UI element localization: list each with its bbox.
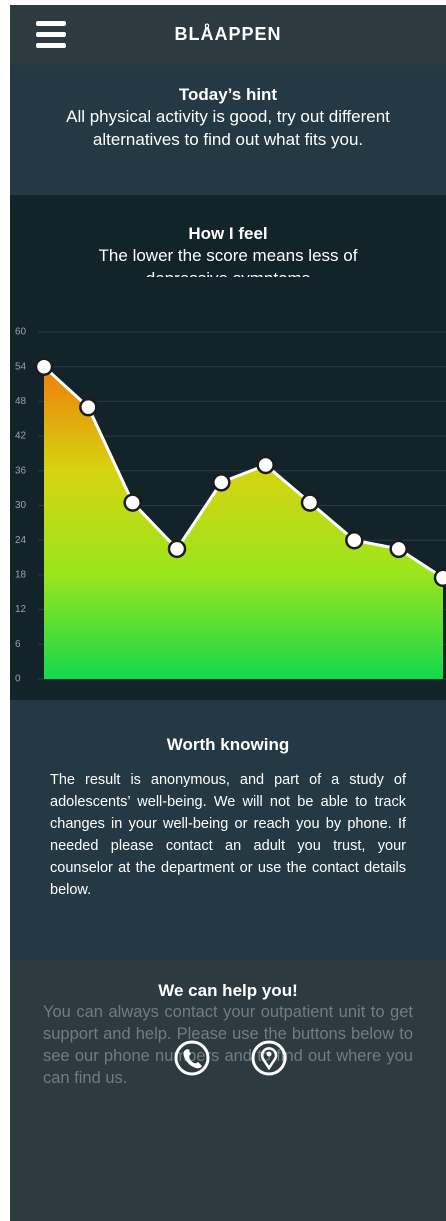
hint-text: All physical activity is good, try out d… bbox=[66, 107, 390, 149]
y-tick-label: 24 bbox=[15, 535, 27, 546]
help-text: You can always contact your outpatient u… bbox=[43, 1003, 413, 1087]
y-tick-label: 6 bbox=[15, 639, 21, 650]
line bbox=[42, 365, 444, 580]
point bbox=[300, 493, 320, 512]
point bbox=[345, 530, 364, 550]
worth-section: Worth knowing The result is anonymous, a… bbox=[10, 700, 446, 960]
point bbox=[212, 473, 231, 492]
point bbox=[167, 539, 187, 559]
y-tick-label: 42 bbox=[15, 431, 27, 442]
feel-section: How I feel The lower the score means les… bbox=[10, 195, 446, 700]
app-title: BLÅAPPEN bbox=[174, 24, 282, 44]
location-button[interactable] bbox=[251, 1040, 287, 1076]
worth-text: The result is anonymous, and part of a s… bbox=[50, 772, 406, 898]
point bbox=[123, 493, 142, 512]
y-tick-label: 30 bbox=[15, 500, 27, 511]
y-tick-label: 60 bbox=[15, 327, 27, 338]
point bbox=[79, 397, 98, 417]
menu-button[interactable] bbox=[36, 21, 76, 51]
point bbox=[34, 357, 54, 376]
hint-title: Today’s hint bbox=[178, 85, 278, 104]
y-tick-label: 36 bbox=[15, 465, 27, 476]
point bbox=[433, 568, 446, 588]
y-tick-label: 54 bbox=[15, 361, 27, 372]
feel-text: The lower the score means less of depres… bbox=[98, 246, 358, 277]
feel-title: How I feel bbox=[188, 224, 268, 243]
y-tick-label: 48 bbox=[15, 396, 27, 407]
app: BLÅAPPEN Today’s hint All physical activ… bbox=[10, 5, 446, 1221]
y-tick-label: 18 bbox=[15, 570, 27, 581]
area bbox=[44, 366, 443, 679]
chart: 0 6 12 18 24 30 36 42 48 54 60 bbox=[15, 327, 446, 685]
point bbox=[389, 539, 408, 559]
hint-section: Today’s hint All physical activity is go… bbox=[10, 65, 446, 195]
phone-button[interactable] bbox=[174, 1040, 210, 1076]
contact-buttons bbox=[174, 1040, 287, 1076]
y-tick-label: 0 bbox=[15, 674, 21, 685]
y-tick-label: 12 bbox=[15, 604, 27, 615]
help-section: We can help you! You can always contact … bbox=[10, 960, 446, 1221]
worth-title: Worth knowing bbox=[166, 735, 290, 754]
top-bar: BLÅAPPEN bbox=[10, 5, 446, 65]
help-title: We can help you! bbox=[158, 981, 298, 1000]
point bbox=[256, 455, 275, 475]
